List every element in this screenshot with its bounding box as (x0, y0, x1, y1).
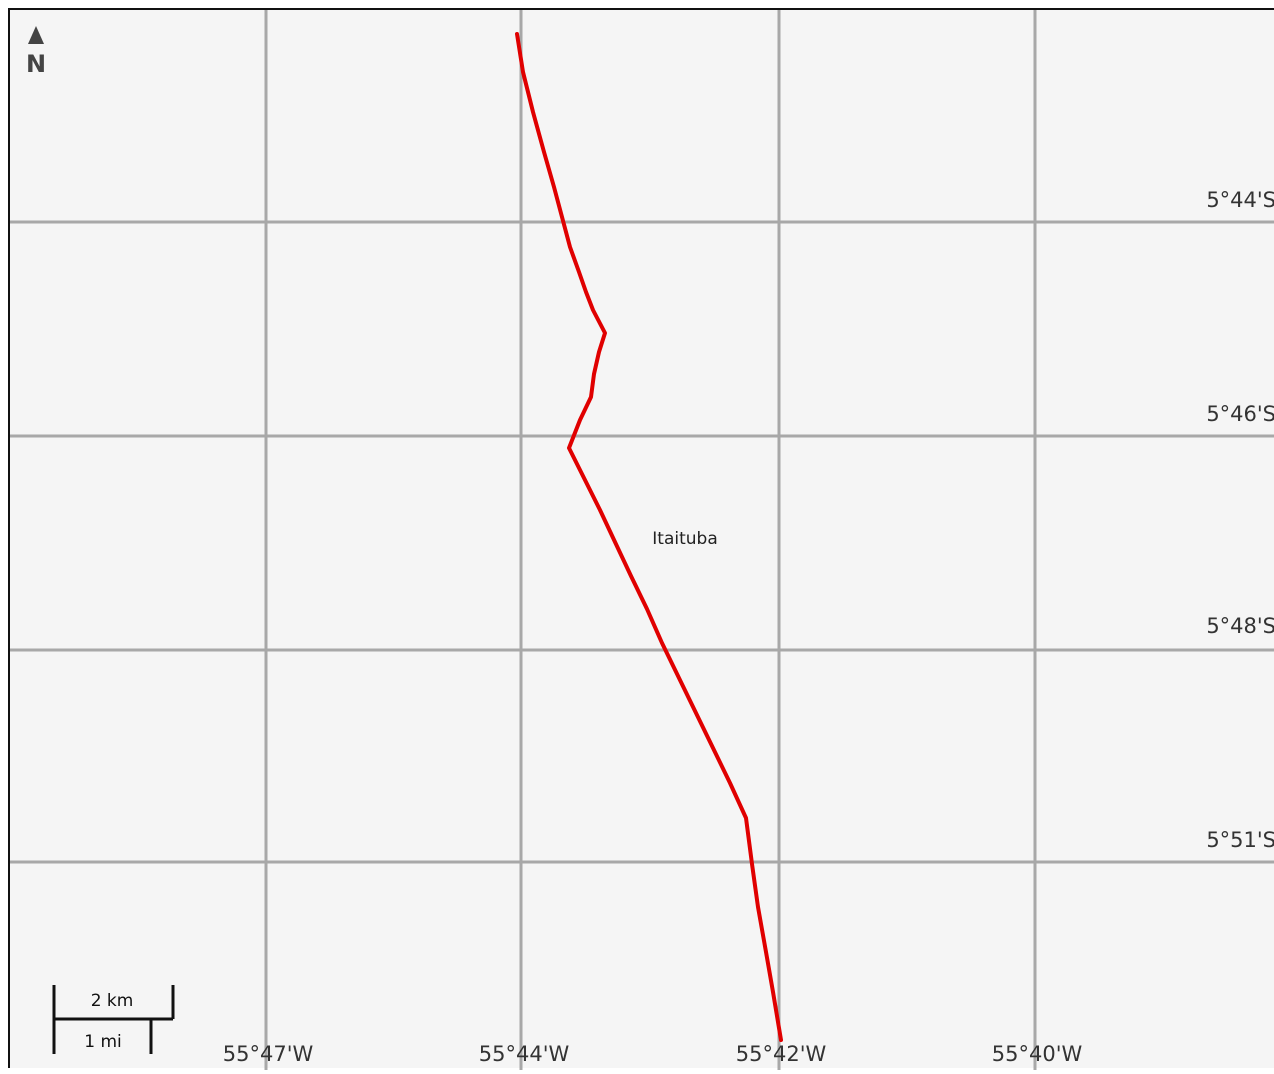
place-label-itaituba: Itaituba (652, 529, 717, 549)
scale-bar (52, 985, 175, 1054)
latitude-label: 5°48'S (1206, 614, 1274, 638)
map-svg: Itaituba 5°44'S 5°46'S 5°48'S 5°51'S 55°… (10, 10, 1274, 1070)
scale-km-label: 2 km (91, 991, 134, 1011)
latitude-label: 5°51'S (1206, 828, 1274, 852)
longitude-label: 55°42'W (736, 1042, 827, 1066)
longitude-label: 55°47'W (223, 1042, 314, 1066)
longitude-labels: 55°47'W 55°44'W 55°42'W 55°40'W (223, 1042, 1083, 1066)
scale-mi-label: 1 mi (84, 1032, 122, 1052)
latitude-label: 5°44'S (1206, 188, 1274, 212)
graticule (10, 10, 1274, 1070)
north-label: N (26, 50, 46, 78)
route-line[interactable] (515, 32, 783, 1042)
map-canvas[interactable]: Itaituba 5°44'S 5°46'S 5°48'S 5°51'S 55°… (8, 8, 1274, 1070)
north-arrow-icon: N (26, 26, 46, 78)
longitude-label: 55°40'W (992, 1042, 1083, 1066)
longitude-label: 55°44'W (479, 1042, 570, 1066)
north-arrow-triangle (28, 26, 44, 44)
latitude-label: 5°46'S (1206, 402, 1274, 426)
latitude-labels: 5°44'S 5°46'S 5°48'S 5°51'S (1206, 188, 1274, 852)
